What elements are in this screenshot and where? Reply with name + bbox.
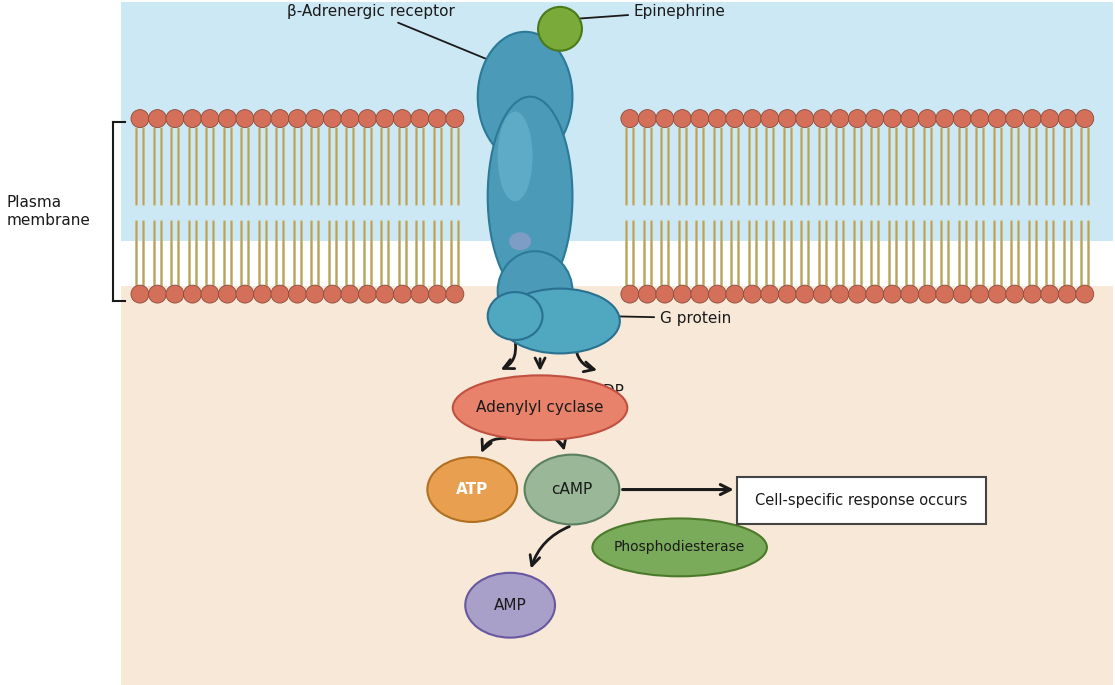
Text: GTP: GTP (473, 384, 503, 399)
Circle shape (1024, 110, 1041, 127)
Circle shape (271, 110, 289, 127)
Circle shape (883, 110, 901, 127)
Circle shape (166, 110, 184, 127)
Circle shape (253, 285, 271, 303)
Circle shape (831, 285, 849, 303)
Polygon shape (1, 2, 122, 685)
Circle shape (428, 110, 446, 127)
Circle shape (744, 110, 762, 127)
Circle shape (306, 285, 323, 303)
Circle shape (901, 110, 919, 127)
Circle shape (394, 110, 411, 127)
Circle shape (358, 110, 377, 127)
Circle shape (289, 285, 307, 303)
Circle shape (1024, 285, 1041, 303)
Circle shape (1006, 110, 1024, 127)
Circle shape (1006, 285, 1024, 303)
Ellipse shape (497, 251, 572, 331)
Circle shape (411, 110, 429, 127)
Circle shape (446, 285, 464, 303)
Circle shape (935, 285, 953, 303)
Circle shape (201, 110, 219, 127)
Circle shape (883, 285, 901, 303)
Circle shape (953, 285, 971, 303)
Circle shape (148, 110, 166, 127)
Circle shape (1058, 110, 1076, 127)
Text: ATP: ATP (456, 482, 488, 497)
Circle shape (919, 110, 937, 127)
Text: Plasma
membrane: Plasma membrane (7, 195, 90, 227)
Circle shape (866, 285, 884, 303)
Text: β-Adrenergic receptor: β-Adrenergic receptor (287, 4, 507, 68)
Ellipse shape (487, 292, 543, 340)
Circle shape (901, 285, 919, 303)
Polygon shape (1, 286, 1114, 685)
Circle shape (621, 285, 639, 303)
Circle shape (796, 110, 814, 127)
Circle shape (184, 285, 202, 303)
Text: Phosphodiesterase: Phosphodiesterase (614, 540, 745, 554)
Circle shape (184, 110, 202, 127)
Circle shape (971, 285, 989, 303)
Circle shape (953, 110, 971, 127)
Circle shape (778, 285, 796, 303)
Circle shape (1058, 285, 1076, 303)
FancyBboxPatch shape (1, 0, 1114, 241)
Circle shape (376, 110, 394, 127)
Circle shape (831, 110, 849, 127)
Circle shape (849, 110, 866, 127)
Circle shape (919, 285, 937, 303)
Circle shape (691, 285, 709, 303)
Circle shape (306, 110, 323, 127)
Circle shape (166, 285, 184, 303)
Circle shape (341, 110, 359, 127)
Text: Epinephrine: Epinephrine (578, 4, 726, 19)
Circle shape (813, 110, 832, 127)
Text: Cell-specific response occurs: Cell-specific response occurs (756, 493, 968, 508)
Circle shape (988, 110, 1006, 127)
Circle shape (673, 285, 691, 303)
Circle shape (621, 110, 639, 127)
Circle shape (411, 285, 429, 303)
Text: Adenylyl cyclase: Adenylyl cyclase (476, 400, 604, 415)
Circle shape (744, 285, 762, 303)
Ellipse shape (510, 232, 531, 250)
Circle shape (673, 110, 691, 127)
Circle shape (236, 285, 254, 303)
Ellipse shape (465, 573, 555, 638)
Circle shape (130, 110, 149, 127)
Ellipse shape (477, 32, 572, 162)
Polygon shape (1, 2, 1114, 132)
Circle shape (656, 110, 673, 127)
Circle shape (1040, 110, 1059, 127)
Circle shape (988, 285, 1006, 303)
Ellipse shape (453, 375, 628, 440)
Circle shape (289, 110, 307, 127)
Circle shape (428, 285, 446, 303)
Circle shape (708, 110, 726, 127)
Circle shape (656, 285, 673, 303)
Text: cAMP: cAMP (551, 482, 592, 497)
Circle shape (130, 285, 149, 303)
Circle shape (639, 110, 657, 127)
Circle shape (219, 110, 236, 127)
Circle shape (935, 110, 953, 127)
Circle shape (323, 285, 341, 303)
Ellipse shape (592, 519, 767, 576)
Text: G protein: G protein (603, 310, 731, 325)
Circle shape (726, 285, 744, 303)
Circle shape (341, 285, 359, 303)
Circle shape (639, 285, 657, 303)
Circle shape (778, 110, 796, 127)
Circle shape (813, 285, 832, 303)
Circle shape (1076, 285, 1094, 303)
Circle shape (708, 285, 726, 303)
Polygon shape (1, 2, 1114, 212)
Ellipse shape (487, 97, 572, 296)
Circle shape (148, 285, 166, 303)
Polygon shape (1, 291, 1114, 685)
Ellipse shape (524, 455, 619, 525)
Circle shape (760, 110, 778, 127)
Circle shape (849, 285, 866, 303)
